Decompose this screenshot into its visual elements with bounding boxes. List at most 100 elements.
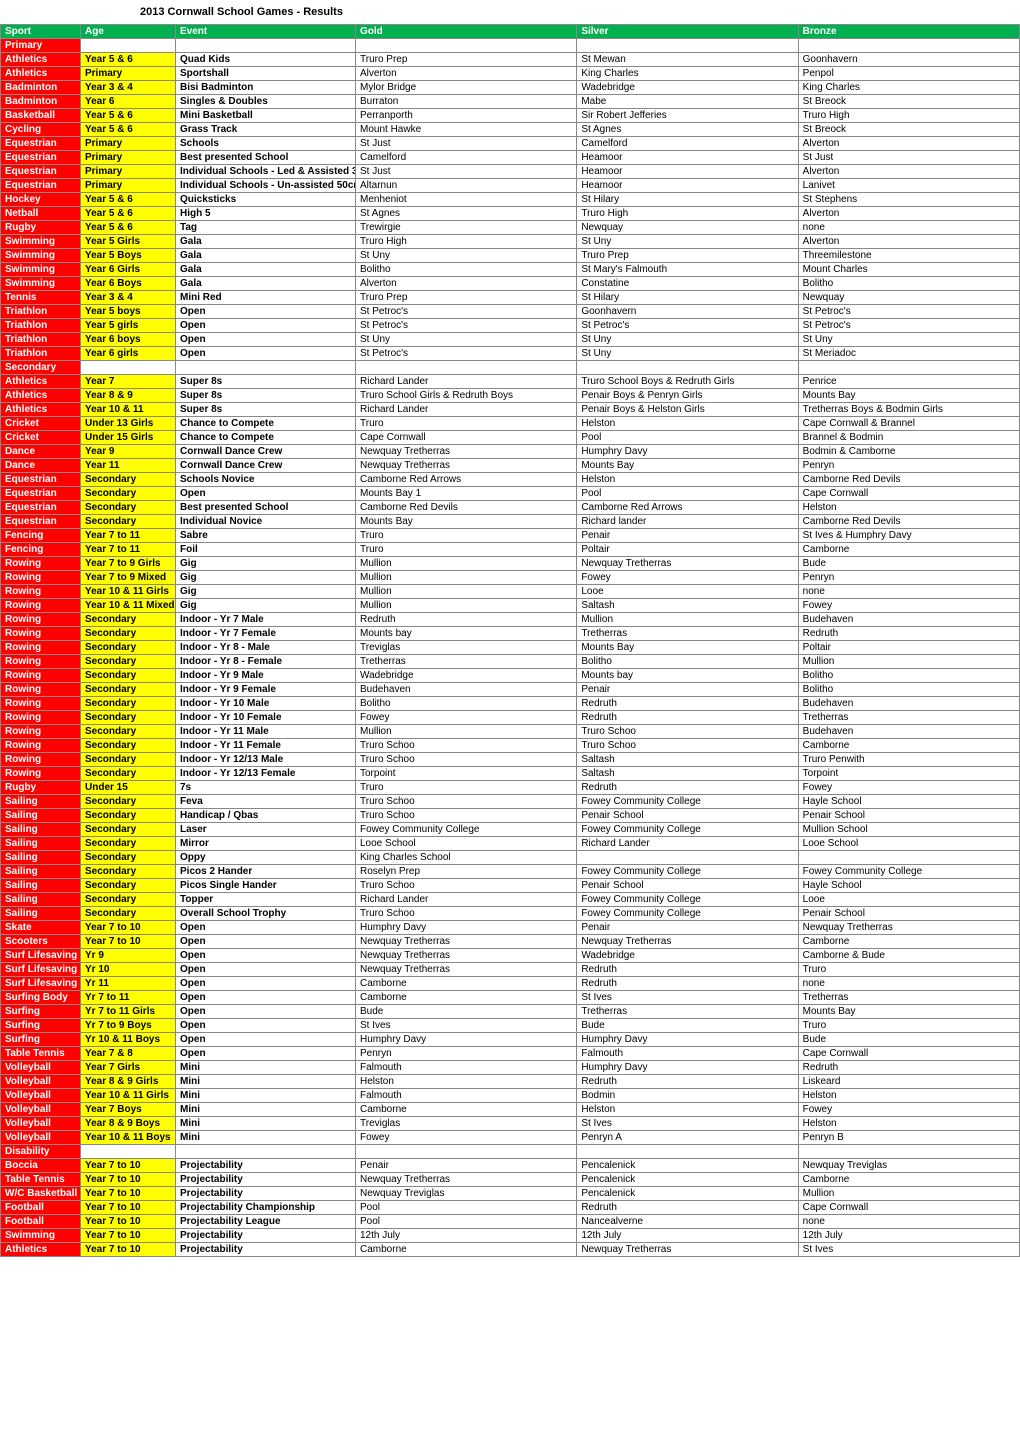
cell-silver: Mullion bbox=[577, 613, 798, 627]
cell-age: Year 7 to 10 bbox=[81, 921, 176, 935]
cell-event: Gig bbox=[176, 585, 356, 599]
cell-bronze: Budehaven bbox=[798, 725, 1019, 739]
cell-sport: Equestrian bbox=[1, 473, 81, 487]
table-row: VolleyballYear 7 BoysMiniCamborneHelston… bbox=[1, 1103, 1020, 1117]
cell-event: 7s bbox=[176, 781, 356, 795]
cell-event: Mini Red bbox=[176, 291, 356, 305]
cell-gold: Fowey Community College bbox=[356, 823, 577, 837]
cell-silver: Fowey Community College bbox=[577, 795, 798, 809]
cell-bronze: Penryn bbox=[798, 459, 1019, 473]
cell-bronze: Fowey bbox=[798, 599, 1019, 613]
cell-sport: Equestrian bbox=[1, 179, 81, 193]
cell-gold: Redruth bbox=[356, 613, 577, 627]
cell-age: Year 9 bbox=[81, 445, 176, 459]
cell-gold: Camborne Red Devils bbox=[356, 501, 577, 515]
cell-event: Mini bbox=[176, 1061, 356, 1075]
cell-sport: Table Tennis bbox=[1, 1173, 81, 1187]
cell-sport: Badminton bbox=[1, 81, 81, 95]
empty-cell bbox=[356, 361, 577, 375]
table-row: Surf LifesavingYr 9OpenNewquay Tretherra… bbox=[1, 949, 1020, 963]
cell-bronze: St Ives bbox=[798, 1243, 1019, 1257]
cell-bronze: Tretherras bbox=[798, 711, 1019, 725]
cell-sport: Rugby bbox=[1, 221, 81, 235]
empty-cell bbox=[81, 39, 176, 53]
cell-event: Indoor - Yr 8 - Male bbox=[176, 641, 356, 655]
cell-sport: Athletics bbox=[1, 53, 81, 67]
cell-age: Primary bbox=[81, 151, 176, 165]
cell-gold: Newquay Tretherras bbox=[356, 459, 577, 473]
cell-silver: Mounts Bay bbox=[577, 459, 798, 473]
table-row: RowingSecondaryIndoor - Yr 12/13 MaleTru… bbox=[1, 753, 1020, 767]
cell-silver: Helston bbox=[577, 417, 798, 431]
cell-sport: Equestrian bbox=[1, 487, 81, 501]
cell-age: Year 7 to 9 Mixed bbox=[81, 571, 176, 585]
table-row: RowingYear 7 to 9 GirlsGigMullionNewquay… bbox=[1, 557, 1020, 571]
cell-event: Individual Schools - Led & Assisted 30cm bbox=[176, 165, 356, 179]
cell-gold: Mylor Bridge bbox=[356, 81, 577, 95]
cell-age: Secondary bbox=[81, 893, 176, 907]
cell-age: Year 8 & 9 Girls bbox=[81, 1075, 176, 1089]
cell-gold: Bolitho bbox=[356, 697, 577, 711]
cell-age: Secondary bbox=[81, 879, 176, 893]
cell-sport: Rowing bbox=[1, 725, 81, 739]
table-row: HockeyYear 5 & 6QuicksticksMenheniotSt H… bbox=[1, 193, 1020, 207]
cell-silver bbox=[577, 851, 798, 865]
cell-age: Secondary bbox=[81, 487, 176, 501]
table-row: RowingSecondaryIndoor - Yr 8 - FemaleTre… bbox=[1, 655, 1020, 669]
cell-gold: Richard Lander bbox=[356, 375, 577, 389]
cell-silver: Bolitho bbox=[577, 655, 798, 669]
table-row: CricketUnder 15 GirlsChance to CompeteCa… bbox=[1, 431, 1020, 445]
cell-silver: Fowey Community College bbox=[577, 823, 798, 837]
cell-bronze: Budehaven bbox=[798, 697, 1019, 711]
cell-gold: Truro bbox=[356, 417, 577, 431]
table-row: BadmintonYear 3 & 4Bisi BadmintonMylor B… bbox=[1, 81, 1020, 95]
table-row: DanceYear 11Cornwall Dance CrewNewquay T… bbox=[1, 459, 1020, 473]
cell-age: Yr 11 bbox=[81, 977, 176, 991]
table-row: AthleticsYear 8 & 9Super 8sTruro School … bbox=[1, 389, 1020, 403]
cell-sport: Rowing bbox=[1, 599, 81, 613]
cell-sport: Surfing Body bbox=[1, 991, 81, 1005]
cell-gold: Truro Schoo bbox=[356, 809, 577, 823]
cell-sport: Equestrian bbox=[1, 165, 81, 179]
cell-event: Singles & Doubles bbox=[176, 95, 356, 109]
cell-event: Foil bbox=[176, 543, 356, 557]
empty-cell bbox=[81, 361, 176, 375]
cell-event: Open bbox=[176, 347, 356, 361]
cell-event: Laser bbox=[176, 823, 356, 837]
cell-sport: Rowing bbox=[1, 557, 81, 571]
cell-silver: Penair bbox=[577, 529, 798, 543]
empty-cell bbox=[798, 361, 1019, 375]
cell-event: Tag bbox=[176, 221, 356, 235]
cell-silver: Pencalenick bbox=[577, 1159, 798, 1173]
cell-sport: Surfing bbox=[1, 1033, 81, 1047]
cell-sport: Triathlon bbox=[1, 333, 81, 347]
cell-bronze: Mullion School bbox=[798, 823, 1019, 837]
cell-gold: St Just bbox=[356, 137, 577, 151]
cell-silver: Pencalenick bbox=[577, 1187, 798, 1201]
cell-age: Under 15 bbox=[81, 781, 176, 795]
cell-bronze: Penryn bbox=[798, 571, 1019, 585]
cell-sport: Sailing bbox=[1, 865, 81, 879]
table-row: RowingYear 10 & 11 GirlsGigMullionLooeno… bbox=[1, 585, 1020, 599]
cell-age: Secondary bbox=[81, 711, 176, 725]
cell-bronze: Camborne Red Devils bbox=[798, 473, 1019, 487]
cell-sport: Rowing bbox=[1, 571, 81, 585]
cell-age: Secondary bbox=[81, 767, 176, 781]
cell-age: Secondary bbox=[81, 865, 176, 879]
cell-gold: St Agnes bbox=[356, 207, 577, 221]
cell-sport: Swimming bbox=[1, 277, 81, 291]
cell-sport: Volleyball bbox=[1, 1075, 81, 1089]
cell-silver: Pool bbox=[577, 487, 798, 501]
cell-event: Gig bbox=[176, 557, 356, 571]
cell-age: Year 7 to 10 bbox=[81, 1201, 176, 1215]
table-row: EquestrianPrimarySchoolsSt JustCamelford… bbox=[1, 137, 1020, 151]
cell-silver: Pool bbox=[577, 431, 798, 445]
cell-event: Open bbox=[176, 1019, 356, 1033]
cell-age: Year 10 & 11 Girls bbox=[81, 1089, 176, 1103]
cell-sport: Rowing bbox=[1, 613, 81, 627]
cell-silver: Richard lander bbox=[577, 515, 798, 529]
cell-sport: Cricket bbox=[1, 431, 81, 445]
table-row: SailingSecondaryOppyKing Charles School bbox=[1, 851, 1020, 865]
table-row: SkateYear 7 to 10OpenHumphry DavyPenairN… bbox=[1, 921, 1020, 935]
cell-event: Sportshall bbox=[176, 67, 356, 81]
